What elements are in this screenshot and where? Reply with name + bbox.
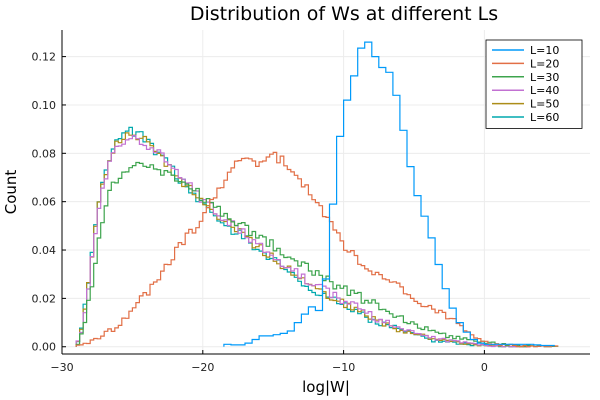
legend-label: L=20 [530,57,559,70]
chart-title: Distribution of Ws at different Ls [190,3,498,25]
y-tick-label: 0.04 [32,244,57,257]
legend-label: L=40 [530,84,559,97]
x-tick-label: −30 [50,361,73,374]
y-ticks: 0.00 0.02 0.04 0.06 0.08 0.10 0.12 [32,51,66,354]
series-line-l-40 [75,135,531,348]
series-line-l-20 [75,151,559,348]
series-layer [75,41,559,348]
y-tick-label: 0.02 [32,292,57,305]
x-tick-label: −20 [191,361,214,374]
y-tick-label: 0.12 [32,51,57,64]
legend: L=10L=20L=30L=40L=50L=60 [485,39,583,129]
x-tick-label: −10 [332,361,355,374]
axes [61,30,590,355]
y-axis-label: Count [2,170,20,215]
legend-label: L=30 [530,71,559,84]
y-tick-label: 0.00 [32,341,57,354]
x-ticks: −30 −20 −10 0 [50,350,488,374]
legend-label: L=60 [530,111,559,124]
legend-label: L=50 [530,98,559,111]
series-line-l-10 [223,41,555,347]
y-tick-label: 0.08 [32,147,57,160]
legend-box [485,39,583,129]
y-tick-label: 0.10 [32,99,57,112]
x-tick-label: 0 [481,361,488,374]
y-tick-label: 0.06 [32,196,57,209]
legend-label: L=10 [530,44,559,57]
x-axis-label: log|W| [302,378,350,396]
series-line-l-30 [75,161,559,348]
